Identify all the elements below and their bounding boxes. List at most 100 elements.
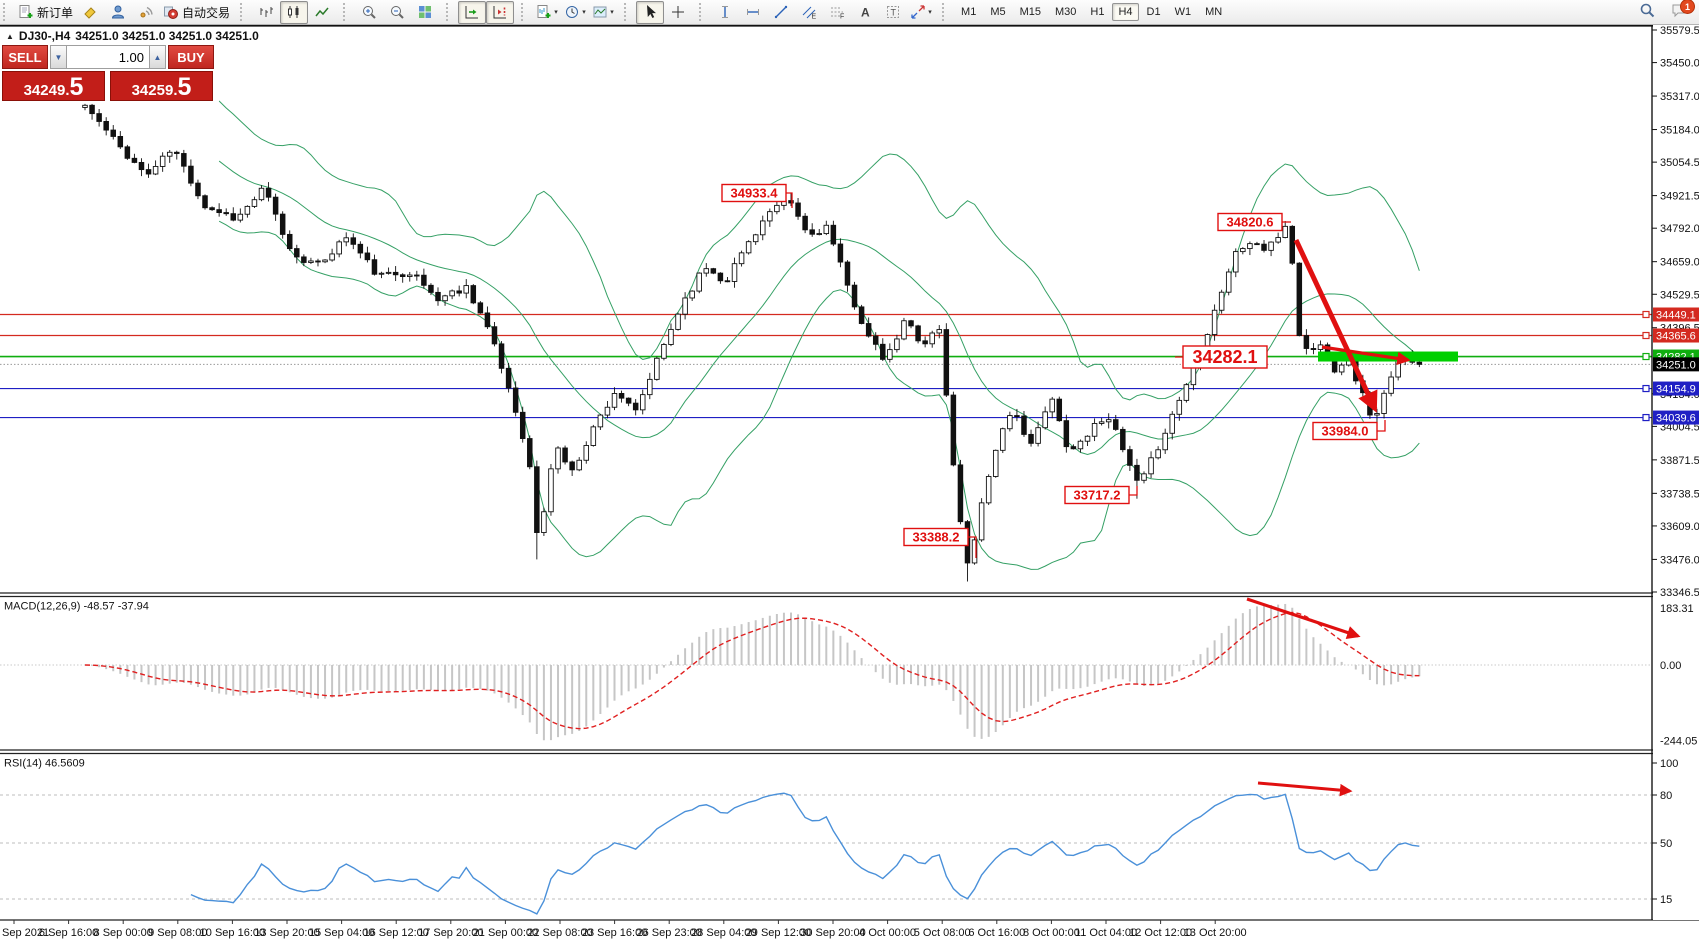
candles-icon [286,4,302,20]
zoom-out-button[interactable] [383,1,411,24]
annotation-box [1182,345,1268,369]
eraser-icon [82,4,98,20]
annotation-box [1217,212,1283,232]
toolbar-grip[interactable] [942,3,947,21]
timeframe-m5[interactable]: M5 [984,3,1011,21]
clock-icon [564,4,580,20]
autoscroll-button[interactable] [458,0,487,24]
pane-frame [0,25,1699,921]
button-label: MN [1205,6,1223,18]
toolbar-grip[interactable] [240,3,245,21]
svg-text:34529.5: 34529.5 [1660,289,1699,301]
dropdown-arrow-icon[interactable]: ▾ [928,9,932,16]
crosshair-icon [670,4,686,20]
chart-window[interactable]: MACD(12,26,9) -48.57 -37.94 RSI(14) 46.56… [0,25,1699,944]
svg-text:8 Sep 00:00: 8 Sep 00:00 [94,927,153,939]
buy-button[interactable]: BUY [168,45,214,69]
toolbar-grip[interactable] [343,3,348,21]
timeframe-m1[interactable]: M1 [955,3,982,21]
shift-icon [492,4,508,20]
period-button[interactable]: ▾ [561,1,589,24]
macd-pane: MACD(12,26,9) -48.57 -37.94 [0,601,1652,741]
price-annotations[interactable]: 34933.4 34820.6 34282.1 33984.0 33717.2 33388… [721,183,1386,559]
crosshair-button[interactable] [664,1,692,24]
timeframe-m30[interactable]: M30 [1049,3,1082,21]
tiles-icon [417,4,433,20]
search-icon [1639,2,1655,23]
chart-canvas[interactable]: MACD(12,26,9) -48.57 -37.94 RSI(14) 46.56… [0,25,1699,944]
toolbar-group-7: M1 M5 M15 M30 H1 H4 D1 W1 MN [950,0,1233,24]
svg-text:9 Sep 08:00: 9 Sep 08:00 [148,927,207,939]
eraser-button[interactable] [76,1,104,24]
svg-text:34933.4: 34933.4 [731,186,779,201]
vertical-line-button[interactable] [711,1,739,24]
price-axis[interactable]: 35579.5 35450.0 35317.0 35184.0 35054.5 34921… [1651,25,1699,920]
channel-button[interactable]: E [795,1,823,24]
line-chart-mode-button[interactable] [308,1,336,24]
candlestick-mode-button[interactable] [280,0,309,24]
timeframe-d1[interactable]: D1 [1141,3,1167,21]
bollinger-bands [218,100,1420,570]
text-button[interactable]: A [851,1,879,24]
toolbar-grip[interactable] [624,3,629,21]
svg-text:33738.5: 33738.5 [1660,488,1699,500]
timeframe-h4[interactable]: H4 [1112,3,1139,21]
volume-input[interactable]: 1.00 [67,45,149,69]
bar-chart-mode-button[interactable] [252,1,280,24]
volume-increase-button[interactable]: ▲ [149,45,166,69]
svg-text:183.31: 183.31 [1660,603,1694,615]
dropdown-arrow-icon[interactable]: ▾ [610,9,614,16]
new-chart-button[interactable]: ▾ [533,1,561,24]
svg-text:-244.05: -244.05 [1660,736,1697,748]
doc-plus-icon [18,4,34,20]
svg-text:5 Oct 08:00: 5 Oct 08:00 [914,927,971,939]
trendline-button[interactable] [767,1,795,24]
autoscroll-icon [464,4,480,20]
sell-button[interactable]: SELL [2,45,48,69]
button-label: D1 [1146,6,1161,18]
tile-windows-button[interactable] [411,1,439,24]
timeframe-h1[interactable]: H1 [1084,3,1110,21]
label-button[interactable]: T [879,1,907,24]
svg-text:8 Oct 00:00: 8 Oct 00:00 [1023,927,1080,939]
toolbar-grip[interactable] [521,3,526,21]
cursor-button[interactable] [636,0,665,24]
new-order-button[interactable]: 新订单 [15,1,76,24]
alerts-button[interactable] [132,1,160,24]
timeframe-w1[interactable]: W1 [1169,3,1198,21]
zoom-in-icon [361,4,377,20]
label-t-icon: T [885,4,901,20]
zoom-in-button[interactable] [355,1,383,24]
dropdown-arrow-icon[interactable]: ▾ [554,9,558,16]
toolbar-grip[interactable] [446,3,451,21]
arrows-button[interactable]: ▾ [907,1,935,24]
search-button[interactable] [1637,2,1657,22]
volume-decrease-button[interactable]: ▼ [50,45,67,69]
svg-text:34449.1: 34449.1 [1656,309,1696,321]
svg-text:6 Oct 16:00: 6 Oct 16:00 [968,927,1025,939]
dropdown-arrow-icon[interactable]: ▾ [582,9,586,16]
timeframe-m15[interactable]: M15 [1014,3,1047,21]
svg-text:33346.5: 33346.5 [1660,587,1699,599]
template-button[interactable]: ▾ [589,1,617,24]
profile-button[interactable] [104,1,132,24]
horizontal-line-button[interactable] [739,1,767,24]
toolbar-grip[interactable] [699,3,704,21]
svg-text:17 Sep 20:00: 17 Sep 20:00 [418,927,483,939]
toolbar-group-3 [454,0,518,24]
drawn-arrows[interactable] [1246,238,1411,797]
sell-price[interactable]: 34249. 5 [2,71,105,101]
toolbar-grip[interactable] [3,3,8,21]
template-icon [592,4,608,20]
svg-text:34154.9: 34154.9 [1656,384,1696,396]
price-badge [1653,381,1699,396]
buy-price[interactable]: 34259. 5 [110,71,213,101]
chart-shift-button[interactable] [486,0,515,24]
notifications-button[interactable]: 1 [1669,0,1695,22]
fibonacci-button[interactable]: F [823,1,851,24]
timeframe-mn[interactable]: MN [1199,3,1228,21]
auto-trading-button[interactable]: 自动交易 [160,1,233,24]
autotrade-icon [163,4,179,20]
toolbar-group-5 [632,0,696,24]
